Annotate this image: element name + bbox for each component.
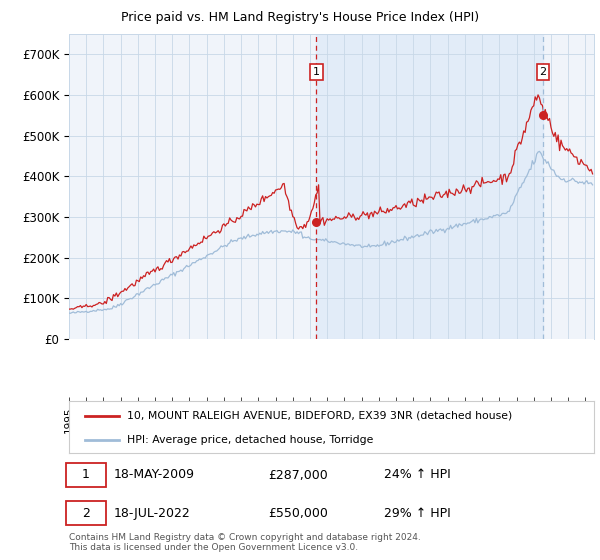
Text: £550,000: £550,000 [269,507,328,520]
Bar [316,34,543,339]
Text: 18-MAY-2009: 18-MAY-2009 [113,469,194,482]
FancyBboxPatch shape [67,501,106,525]
Text: Contains HM Land Registry data © Crown copyright and database right 2024.
This d: Contains HM Land Registry data © Crown c… [69,533,421,552]
Text: Price paid vs. HM Land Registry's House Price Index (HPI): Price paid vs. HM Land Registry's House … [121,11,479,24]
Text: 1: 1 [313,67,320,77]
Text: 1: 1 [82,469,90,482]
Text: £287,000: £287,000 [269,469,328,482]
FancyBboxPatch shape [67,463,106,487]
Text: 10, MOUNT RALEIGH AVENUE, BIDEFORD, EX39 3NR (detached house): 10, MOUNT RALEIGH AVENUE, BIDEFORD, EX39… [127,410,512,421]
Text: 2: 2 [82,507,90,520]
Text: HPI: Average price, detached house, Torridge: HPI: Average price, detached house, Torr… [127,435,373,445]
Text: 18-JUL-2022: 18-JUL-2022 [113,507,190,520]
Text: 29% ↑ HPI: 29% ↑ HPI [384,507,451,520]
Text: 2: 2 [539,67,547,77]
Text: 24% ↑ HPI: 24% ↑ HPI [384,469,451,482]
